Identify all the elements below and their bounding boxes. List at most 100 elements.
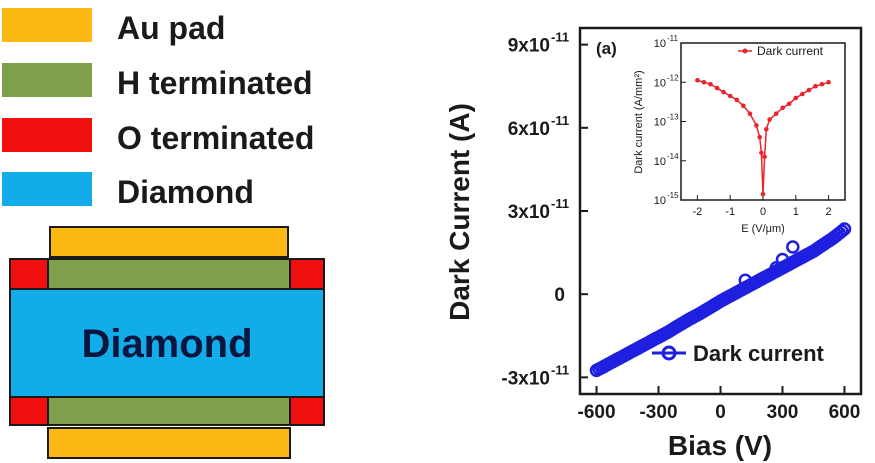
legend-marker [661,345,677,361]
au-pad-swatch [2,8,92,42]
inset-data-point [708,81,713,87]
y-tick-exponent: -11 [551,362,569,377]
inset-y-tick-exponent: -15 [667,191,679,200]
inset-data-point [806,87,812,93]
inset-x-tick-label: 0 [760,206,766,218]
inset-legend-label: Dark current [757,44,824,58]
inset-data-point [800,91,805,97]
diamond-body [9,288,325,398]
inset-data-point [721,89,726,95]
diamond-label: Diamond [117,174,254,210]
inset-x-tick-label: 2 [826,206,832,218]
y-tick-label: 3x10 [508,202,550,223]
inset-data-point [747,111,753,116]
h-terminated-bottom [47,396,291,426]
x-axis-title: Bias (V) [668,430,772,461]
inset-data-point [767,117,772,122]
o-terminated-swatch [2,118,92,152]
inset-data-point [793,95,799,101]
inset-data-point [786,101,792,107]
au-pad-bottom [47,427,291,459]
inset-x-tick-label: 1 [793,206,799,218]
inset-x-tick-label: -2 [693,206,703,218]
inset-data-point [757,134,762,140]
y-tick-label: 9x10 [508,36,550,57]
x-tick-label: 0 [715,402,726,423]
material-legend: Au pad H terminated O terminated Diamond [2,8,314,210]
main-legend: Dark current [652,341,825,366]
y-axis-title: Dark Current (A) [444,103,475,321]
inset-data-point [764,127,769,132]
outlier-point [775,252,790,267]
au-pad-label: Au pad [117,10,225,46]
inset-x-tick-label: -1 [725,206,735,218]
inset-data-point [813,83,818,89]
x-tick-label: -600 [578,402,616,423]
inset-data-point [780,105,785,111]
h-terminated-top [47,258,291,290]
data-point [837,222,852,236]
diamond-swatch [2,172,92,206]
o-terminated-bottom-left [9,396,49,426]
inset-y-axis-title: Dark current (A/mm²) [633,70,645,173]
x-tick-label: -300 [639,402,677,423]
au-pad-top [49,226,289,258]
inset-x-ticks: -2 -1 0 1 2 [693,195,832,218]
inset-data-point [701,80,707,85]
outlier-point [738,273,753,288]
inset-data-point [727,93,733,99]
panel-label: (a) [596,39,617,58]
inset-data-point [762,154,767,160]
device-schematic [9,226,325,459]
outlier-point [769,261,784,275]
inset-legend-marker [742,48,748,54]
inset-y-tick-label: 10 [654,38,666,50]
inset-x-axis-title: E (V/μm) [741,223,785,235]
y-tick-label: 6x10 [508,119,550,140]
o-terminated-label: O terminated [117,120,314,156]
x-tick-label: 300 [767,402,799,423]
inset-y-tick-exponent: -12 [667,73,679,82]
inset-y-tick-label: 10 [654,117,666,129]
inset-data-point [754,123,759,128]
y-tick-exponent: -11 [551,113,569,128]
inset-data-point [714,85,720,91]
legend-label: Dark current [693,341,825,366]
x-ticks: -600 -300 0 300 600 [578,386,861,423]
inset-data-point [760,191,766,197]
y-tick-label: 0 [554,285,565,306]
inset-y-tick-exponent: -11 [667,34,679,43]
y-tick-exponent: -11 [551,196,569,211]
inset-data-point [695,78,700,83]
inset-data-point [759,150,764,156]
outlier-point [786,240,800,254]
inset-data-point [826,80,831,85]
o-terminated-top-right [289,258,325,290]
dark-current-series [589,222,852,378]
h-terminated-swatch [2,63,92,97]
inset-legend: Dark current [738,44,824,58]
inset-y-tick-exponent: -14 [667,152,679,161]
inset-frame [680,42,846,201]
inset-y-tick-label: 10 [654,156,666,168]
x-tick-label: 600 [829,402,861,423]
inset-series [695,78,831,197]
y-tick-label: -3x10 [501,368,550,389]
inset-data-point [734,97,740,103]
inset-data-point [819,81,825,87]
inset-y-tick-label: 10 [654,195,666,207]
inset-y-tick-label: 10 [654,77,666,89]
inset-y-tick-exponent: -13 [667,113,679,122]
o-terminated-bottom-right [289,396,325,426]
inset-data-point [741,103,746,109]
inset-data-point [773,111,779,116]
diamond-center-label: Diamond [81,322,252,366]
y-tick-exponent: -11 [551,30,569,45]
o-terminated-top-left [9,258,49,290]
h-terminated-label: H terminated [117,65,313,101]
